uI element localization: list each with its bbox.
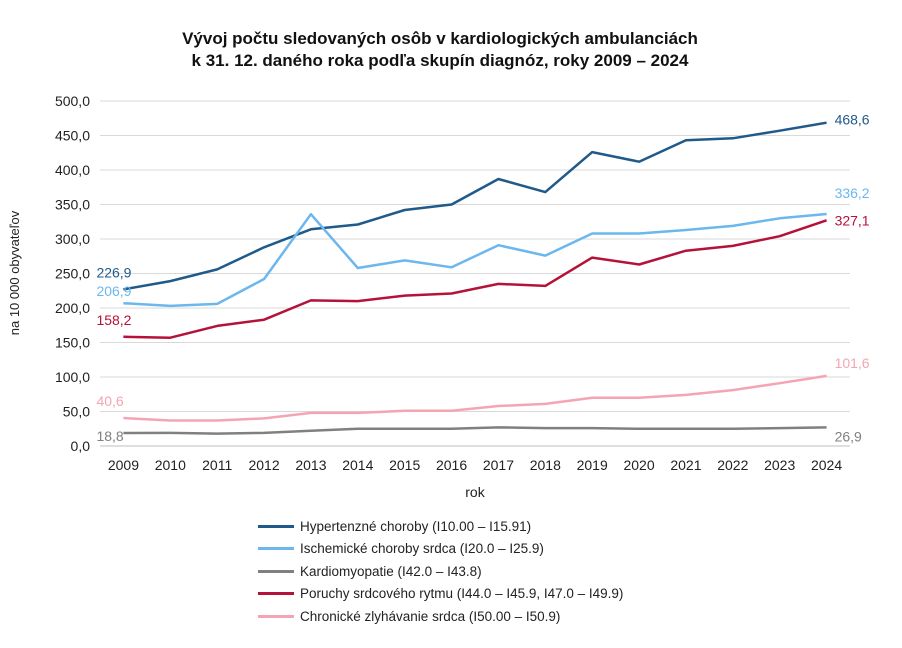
data-label-first: 40,6 — [96, 393, 123, 409]
x-tick-label: 2024 — [811, 457, 842, 473]
data-label-first: 18,8 — [96, 428, 123, 444]
legend-swatch — [258, 524, 294, 528]
data-label-last: 336,2 — [835, 185, 870, 201]
x-tick-label: 2012 — [248, 457, 279, 473]
y-axis-ticks: 0,0 50,0 100,0 150,0 200,0 250,0 300,0 350,0 400… — [55, 93, 90, 454]
legend-item: Chronické zlyhávanie srdca (I50.00 – I50… — [258, 605, 623, 628]
legend-label: Kardiomyopatie (I42.0 – I43.8) — [300, 563, 482, 579]
series-lines — [123, 121, 828, 435]
data-label-first: 226,9 — [96, 264, 131, 280]
x-tick-label: 2011 — [202, 457, 232, 473]
legend-label: Poruchy srdcového rytmu (I44.0 – I45.9, … — [300, 586, 624, 602]
chart-title-line-2: k 31. 12. daného roka podľa skupín diagn… — [191, 51, 689, 70]
y-tick-label: 50,0 — [63, 404, 90, 420]
series-line — [123, 426, 827, 435]
series-line — [123, 212, 827, 308]
series-line — [123, 219, 828, 339]
legend-swatch — [258, 614, 294, 618]
legend-label: Ischemické choroby srdca (I20.0 – I25.9) — [300, 541, 544, 557]
series-line — [123, 374, 827, 422]
legend-label: Chronické zlyhávanie srdca (I50.00 – I50… — [300, 608, 561, 624]
legend: Hypertenzné choroby (I10.00 – I15.91) Isc… — [258, 515, 623, 628]
y-tick-label: 0,0 — [71, 438, 91, 454]
x-tick-label: 2010 — [155, 457, 186, 473]
x-tick-label: 2019 — [577, 457, 608, 473]
line-chart: 0,0 50,0 100,0 150,0 200,0 250,0 300,0 350,0 400… — [7, 93, 870, 500]
x-tick-label: 2017 — [483, 457, 514, 473]
x-tick-label: 2021 — [670, 457, 701, 473]
x-tick-label: 2009 — [108, 457, 139, 473]
y-tick-label: 250,0 — [55, 266, 90, 282]
x-axis-ticks: 2009 2010 2011 2012 2013 2014 2015 2016 2017 2018… — [108, 457, 842, 473]
x-tick-label: 2020 — [623, 457, 654, 473]
legend-item: Hypertenzné choroby (I10.00 – I15.91) — [258, 515, 623, 538]
data-labels: 226,9 468,6 206,9 336,2 18,8 26,9 158,2 327,1 40… — [96, 112, 869, 445]
gridlines — [100, 100, 850, 447]
y-tick-label: 300,0 — [55, 231, 90, 247]
chart-title-line-1: Vývoj počtu sledovaných osôb v kardiolog… — [182, 29, 698, 48]
x-tick-label: 2018 — [530, 457, 561, 473]
y-axis-label: na 10 000 obyvateľov — [7, 210, 22, 335]
y-tick-label: 350,0 — [55, 197, 90, 213]
chart-title: Vývoj počtu sledovaných osôb v kardiolog… — [80, 28, 800, 72]
data-label-first: 206,9 — [96, 283, 131, 299]
x-tick-label: 2015 — [389, 457, 420, 473]
x-axis-label: rok — [465, 484, 485, 500]
x-tick-label: 2013 — [295, 457, 326, 473]
y-tick-label: 400,0 — [55, 162, 90, 178]
legend-item: Kardiomyopatie (I42.0 – I43.8) — [258, 560, 623, 583]
data-label-first: 158,2 — [96, 312, 131, 328]
legend-item: Poruchy srdcového rytmu (I44.0 – I45.9, … — [258, 583, 623, 606]
legend-item: Ischemické choroby srdca (I20.0 – I25.9) — [258, 538, 623, 561]
x-tick-label: 2014 — [342, 457, 373, 473]
y-tick-label: 500,0 — [55, 93, 90, 109]
y-tick-label: 150,0 — [55, 335, 90, 351]
y-tick-label: 450,0 — [55, 128, 90, 144]
data-label-last: 327,1 — [835, 212, 870, 228]
legend-swatch — [258, 547, 294, 551]
y-tick-label: 200,0 — [55, 300, 90, 316]
data-label-last: 468,6 — [835, 112, 870, 128]
legend-label: Hypertenzné choroby (I10.00 – I15.91) — [300, 518, 532, 534]
legend-swatch — [258, 592, 294, 596]
data-label-last: 101,6 — [835, 355, 870, 371]
series-line — [123, 121, 827, 291]
legend-swatch — [258, 569, 294, 573]
x-tick-label: 2016 — [436, 457, 467, 473]
y-tick-label: 100,0 — [55, 369, 90, 385]
x-tick-label: 2023 — [764, 457, 795, 473]
data-label-last: 26,9 — [835, 428, 862, 444]
x-tick-label: 2022 — [717, 457, 748, 473]
